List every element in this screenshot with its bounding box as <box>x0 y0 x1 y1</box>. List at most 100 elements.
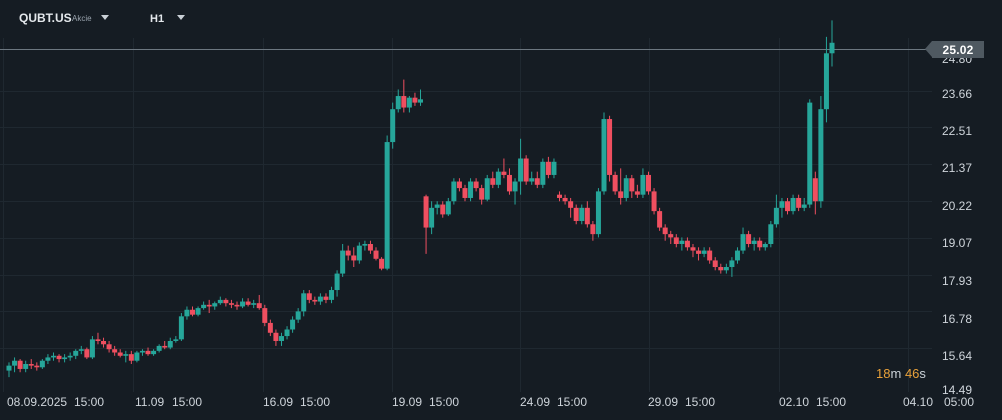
candle <box>351 247 357 268</box>
candle <box>601 112 607 195</box>
candle-body-down <box>651 191 657 212</box>
timeframe-dropdown-icon[interactable] <box>177 15 185 20</box>
candle-body-up <box>468 181 474 198</box>
candle-body-down <box>456 181 462 189</box>
candle-body-down <box>101 340 107 345</box>
candle-body-down <box>584 207 590 225</box>
candle <box>562 194 568 205</box>
candle <box>73 349 79 360</box>
candles-layer <box>6 20 835 378</box>
candle-body-down <box>84 349 90 358</box>
candle <box>718 263 724 274</box>
candle-body-up <box>39 360 45 368</box>
candle-body-up <box>723 267 729 271</box>
candle <box>584 201 590 228</box>
candle <box>829 20 835 67</box>
time-axis-label: 15:00 <box>74 395 105 409</box>
candle <box>312 296 318 305</box>
candle-body-up <box>395 96 401 110</box>
candle <box>67 352 73 361</box>
candle <box>334 270 340 297</box>
candle-body-up <box>679 240 685 244</box>
candle <box>729 257 735 277</box>
candle <box>323 293 329 304</box>
candle-body-down <box>668 234 674 238</box>
candle-body-down <box>612 174 618 192</box>
candle-body-up <box>50 355 56 358</box>
candle-body-up <box>362 243 368 246</box>
candle-body-up <box>434 204 440 208</box>
candle-countdown: 18m 46s <box>876 366 926 381</box>
time-axis-label: 15:00 <box>685 395 716 409</box>
candle-body-down <box>562 197 568 202</box>
candle-body-up <box>451 181 457 202</box>
candle <box>128 350 134 365</box>
candle-body-up <box>540 161 546 185</box>
candle-body-up <box>123 354 129 356</box>
candle-body-up <box>740 234 746 251</box>
candle-body-down <box>128 354 134 361</box>
candle <box>557 191 563 202</box>
candle-body-down <box>267 322 273 333</box>
candle-body-up <box>807 102 813 205</box>
candle <box>501 158 507 179</box>
candle <box>623 174 629 202</box>
candle <box>790 194 796 215</box>
candle-body-up <box>23 364 29 369</box>
candle <box>390 102 396 149</box>
candle-body-up <box>445 201 451 215</box>
price-axis-label: 19.07 <box>942 236 973 250</box>
candle <box>662 224 668 241</box>
candle-body-down <box>28 364 34 366</box>
candle <box>17 359 23 373</box>
candle <box>134 350 140 363</box>
symbol-selector[interactable]: QUBT.US <box>19 11 72 25</box>
candle <box>234 301 240 310</box>
candle <box>746 230 752 248</box>
candle-body-up <box>595 191 601 235</box>
candle <box>629 174 635 198</box>
time-axis-label: 24.09 <box>520 395 551 409</box>
candle <box>212 301 218 310</box>
candle <box>651 188 657 215</box>
candle-body-up <box>829 42 835 54</box>
candle <box>757 237 763 251</box>
candle <box>56 354 62 363</box>
candle <box>823 36 829 123</box>
candle-body-up <box>295 311 301 320</box>
candle-body-down <box>17 360 23 369</box>
candle-body-down <box>590 224 596 235</box>
candle-body-up <box>818 109 824 202</box>
candle-body-down <box>190 309 196 315</box>
timeframe-selector[interactable]: H1 <box>150 13 165 25</box>
countdown-minutes-unit: m <box>890 366 902 381</box>
price-axis-label: 20.22 <box>942 199 973 213</box>
candle <box>145 347 151 356</box>
candle-body-down <box>712 260 718 268</box>
candle <box>473 178 479 192</box>
candle-body-down <box>223 299 229 304</box>
candle <box>62 354 68 363</box>
symbol-dropdown-icon[interactable] <box>101 15 109 20</box>
candle <box>206 299 212 314</box>
candle-body-down <box>645 174 651 192</box>
candle-body-up <box>73 350 79 356</box>
candle-body-up <box>195 308 201 315</box>
candle-body-down <box>662 227 668 235</box>
candle <box>762 242 768 251</box>
candle <box>356 242 362 264</box>
time-axis-label: 08.09.2025 <box>7 395 68 409</box>
candle-body-down <box>117 352 123 356</box>
candle-body-up <box>45 357 51 361</box>
candle <box>668 230 674 244</box>
candle <box>284 326 290 340</box>
candle-body-up <box>178 316 184 340</box>
candle <box>178 313 184 341</box>
candle-body-down <box>423 196 429 228</box>
candle <box>545 156 551 179</box>
candle <box>28 359 34 369</box>
candle-body-down <box>367 243 373 251</box>
candle <box>262 304 268 327</box>
candle <box>540 158 546 189</box>
